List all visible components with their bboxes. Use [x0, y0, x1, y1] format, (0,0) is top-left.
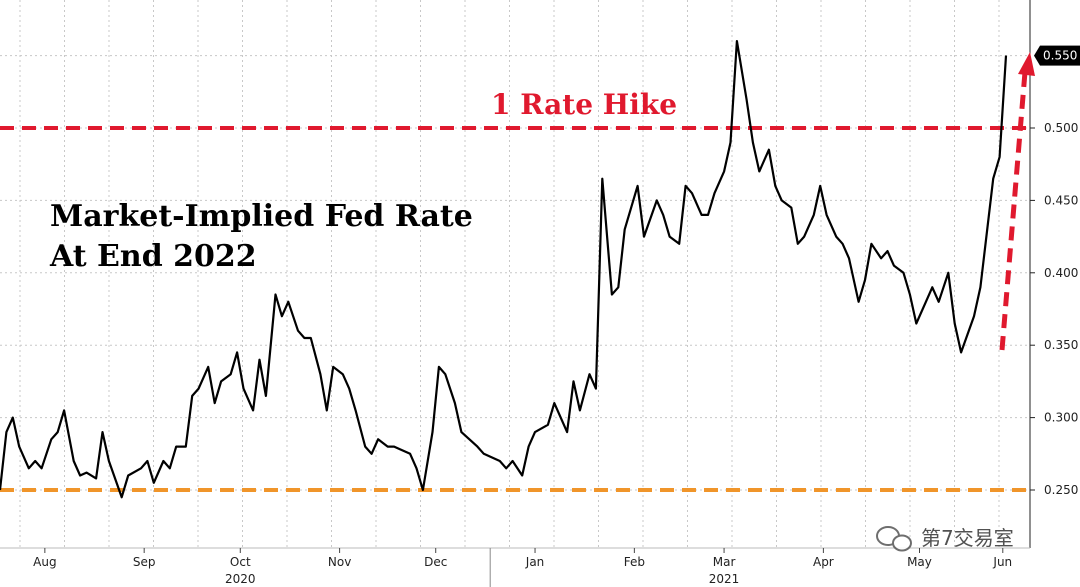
watermark: 第7交易室 [876, 526, 1014, 552]
annotations-layer: 0.550 [999, 45, 1080, 351]
y-tick-label: 0.400 [1044, 266, 1078, 280]
x-tick-label: Jun [992, 555, 1012, 569]
series-layer [0, 39, 1008, 499]
y-tick-label: 0.500 [1044, 121, 1078, 135]
rate-hike-label: 1 Rate Hike [491, 88, 677, 121]
last-value-badge [1040, 45, 1080, 66]
x-tick-label: Sep [133, 555, 156, 569]
trend-arrow-head [1018, 52, 1035, 76]
chart-title-line-2: At End 2022 [49, 239, 257, 274]
y-tick-label: 0.450 [1044, 193, 1078, 207]
x-tick-label: Oct [230, 555, 251, 569]
trend-arrow-shaft [999, 71, 1028, 351]
y-tick-label: 0.250 [1044, 483, 1078, 497]
wechat-chat-bubbles-icon [876, 526, 912, 552]
x-tick-label: Feb [624, 555, 645, 569]
x-tick-label: Mar [713, 555, 736, 569]
y-tick-label: 0.350 [1044, 338, 1078, 352]
last-value-badge-pointer [1034, 45, 1040, 66]
x-tick-label: Nov [328, 555, 351, 569]
y-axis-ticks: 0.250 0.300 0.350 0.400 0.450 0.500 [1029, 0, 1078, 548]
x-tick-label: Apr [813, 555, 834, 569]
chart-title-line-1: Market-Implied Fed Rate [50, 199, 473, 234]
watermark-text: 第7交易室 [921, 526, 1014, 550]
x-tick-label: Jan [525, 555, 545, 569]
series-line [0, 39, 1008, 499]
y-tick-label: 0.300 [1044, 411, 1078, 425]
x-year-label: 2021 [709, 572, 740, 586]
last-value-label: 0.550 [1043, 49, 1077, 63]
x-tick-label: May [907, 555, 932, 569]
x-tick-label: Aug [33, 555, 56, 569]
x-tick-label: Dec [424, 555, 447, 569]
x-axis-ticks: Aug Sep Oct Nov Dec Jan Feb Mar Apr May Jun 2020 202… [0, 547, 1030, 587]
reference-lines: 1 Rate Hike [0, 88, 1028, 492]
grid-lines [0, 0, 1030, 548]
x-year-label: 2020 [225, 572, 256, 586]
